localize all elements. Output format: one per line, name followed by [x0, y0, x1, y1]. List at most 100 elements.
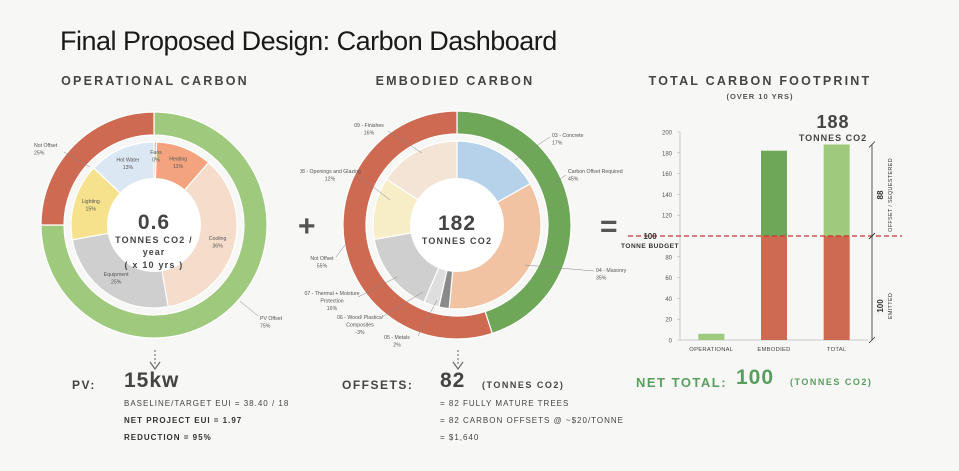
- pv-value: 15kw: [124, 369, 180, 392]
- embodied-inner-07-thermal-moisture-protection-label: 07 - Thermal + Moisture: [304, 291, 359, 297]
- offsets-value: 82: [440, 369, 466, 392]
- operational-heading: OPERATIONAL CARBON: [61, 74, 249, 88]
- operational-inner-hot-water-pct: 13%: [123, 165, 134, 171]
- embodied-inner-07-thermal-moisture-protection-label: Protection: [320, 299, 343, 305]
- total-bar-chart: 0 20 40 60 80 120 140 160 180 200 OPERATIONAL EMBOD…: [621, 112, 902, 353]
- embodied-labels: 03 - Concrete 17% 04 - Masonry 35% 05 - Meta…: [300, 123, 627, 349]
- embodied-inner-03-concrete-pct: 17%: [552, 141, 563, 147]
- embodied-leader-carbon-offset: [547, 174, 567, 188]
- embodied-center-value: 182: [438, 212, 476, 235]
- x-tick-label-embodied: EMBODIED: [757, 347, 790, 353]
- equals-sign: =: [600, 210, 618, 243]
- y-tick-label-60: 60: [665, 276, 672, 282]
- y-tick-label-160: 160: [662, 172, 673, 178]
- operational-inner-hot-water-label: Hot Water: [116, 157, 139, 163]
- operational-center-hole: [107, 178, 201, 272]
- embodied-inner-06-wood-plastics-composites-label: 06 - Wood/ Plastics/: [337, 315, 384, 321]
- operational-inner-fans-label: Fans: [150, 150, 162, 156]
- offsets-unit: (TONNES CO2): [482, 380, 565, 390]
- bar-operational-segment-1: [698, 333, 725, 340]
- total-unit-label: TONNES CO2: [799, 133, 867, 143]
- operational-inner-fans-pct: 0%: [152, 158, 160, 164]
- operational-center-line3: ( x 10 yrs ): [125, 260, 184, 270]
- embodied-inner-07-thermal-moisture-protection-pct: 16%: [327, 306, 338, 312]
- bracket-bottom-value: 100: [876, 299, 885, 313]
- pv-label: PV:: [72, 378, 96, 392]
- operational-outer-not-offset-pct: 25%: [34, 151, 45, 157]
- bracket-top-value: 88: [876, 190, 885, 199]
- embodied-leader-03-concrete: [514, 136, 551, 161]
- embodied-leader-05-metals: [417, 299, 438, 337]
- offsets-credits: = 82 CARBON OFFSETS @ ~$20/TONNE: [440, 416, 625, 425]
- embodied-inner-03-concrete-label: 03 - Concrete: [552, 133, 584, 139]
- budget-text-label: TONNE BUDGET: [621, 243, 679, 250]
- embodied-heading: EMBODIED CARBON: [375, 74, 535, 88]
- bracket-bottom-label: EMITTED: [888, 293, 894, 319]
- embodied-rings: [342, 110, 572, 340]
- embodied-inner-08-openings-and-glazing-pct: 12%: [325, 177, 336, 183]
- bar-total-segment-1: [823, 236, 850, 340]
- pv-arrow-icon: [149, 350, 161, 371]
- y-tick-label-200: 200: [662, 131, 673, 137]
- embodied-center-hole: [410, 178, 504, 272]
- bar-marks: [628, 141, 902, 344]
- operational-leader-not-offset: [63, 151, 91, 168]
- plus-sign: +: [298, 210, 316, 243]
- offsets-label: OFFSETS:: [342, 378, 414, 392]
- bracket-top-label: OFFSET / SEQUESTERED: [888, 158, 894, 232]
- embodied-outer-carbon-offset-required-pct: 45%: [568, 177, 579, 183]
- embodied-outer-carbon-offset-required-label: Carbon Offset Required: [568, 169, 623, 175]
- operational-inner-heating-pct: 11%: [173, 164, 183, 170]
- operational-inner-lighting-label: Lighting: [82, 199, 100, 205]
- operational-center-value: 0.6: [138, 211, 170, 234]
- operational-inner-cooling-pct: 36%: [212, 243, 223, 249]
- embodied-leader-08-openings-and-glazing: [357, 174, 391, 201]
- y-tick-label-20: 20: [665, 318, 672, 324]
- pv-reduction: REDUCTION = 95%: [124, 433, 212, 442]
- bar-total-segment-2: [823, 144, 850, 236]
- net-total-value: 100: [736, 366, 775, 389]
- embodied-inner-09-finishes-label: 09 - Finishes: [354, 123, 384, 129]
- embodied-leader-07-thermal-moisture-protection: [357, 276, 398, 298]
- page-title: Final Proposed Design: Carbon Dashboard: [60, 26, 557, 56]
- operational-outer-not-offset-label: Not Offset: [34, 143, 58, 149]
- embodied-leader-not-offset: [335, 244, 346, 258]
- x-tick-label-total: TOTAL: [827, 347, 847, 353]
- offsets-arrow-icon: [452, 350, 464, 371]
- operational-inner-equipment-pct: 25%: [111, 280, 122, 286]
- y-tick-label-80: 80: [665, 255, 672, 261]
- operational-outer-slice-pv-offset: [40, 111, 268, 339]
- bar-embodied-segment-2: [761, 150, 787, 236]
- operational-center-line1: TONNES CO2 /: [115, 235, 193, 245]
- embodied-inner-04-masonry-pct: 35%: [596, 276, 607, 282]
- y-tick-label-0: 0: [669, 339, 673, 345]
- embodied-leader-04-masonry: [524, 264, 595, 272]
- y-tick-label-180: 180: [662, 151, 673, 157]
- bracket-cap: [868, 336, 876, 344]
- embodied-center-line1: TONNES CO2: [422, 236, 492, 246]
- total-subheading: (OVER 10 YRS): [726, 92, 794, 101]
- bracket-cap: [868, 232, 876, 240]
- embodied-inner-08-openings-and-glazing-label: 08 - Openings and Glazing: [300, 169, 361, 175]
- bar-embodied-segment-1: [761, 236, 787, 340]
- embodied-donut-chart: 03 - Concrete 17% 04 - Masonry 35% 05 - Meta…: [300, 110, 627, 349]
- embodied-leader-06-wood-plastics-composites: [381, 291, 424, 318]
- operational-inner-lighting-pct: 15%: [86, 207, 97, 213]
- operational-inner-cooling-label: Cooling: [209, 236, 227, 242]
- operational-leader-pv-offset: [239, 300, 259, 317]
- embodied-outer-not-offset-label: Not Offset: [310, 256, 334, 262]
- operational-outer-slice-not-offset: [40, 111, 155, 226]
- operational-outer-pv-offset-label: PV Offset: [260, 316, 283, 322]
- net-total-unit: (TONNES CO2): [790, 377, 873, 387]
- y-tick-label-40: 40: [665, 297, 672, 303]
- operational-rings: [40, 111, 268, 339]
- embodied-outer-slice-not-offset: [342, 110, 493, 340]
- offsets-trees: = 82 FULLY MATURE TREES: [440, 399, 570, 408]
- offsets-cost: = $1,640: [440, 433, 480, 442]
- x-tick-label-operational: OPERATIONAL: [689, 347, 734, 353]
- y-tick-label-120: 120: [662, 214, 673, 220]
- embodied-inner-06-wood-plastics-composites-pct: -3%: [355, 330, 365, 336]
- operational-inner-heating-label: Heating: [169, 157, 187, 163]
